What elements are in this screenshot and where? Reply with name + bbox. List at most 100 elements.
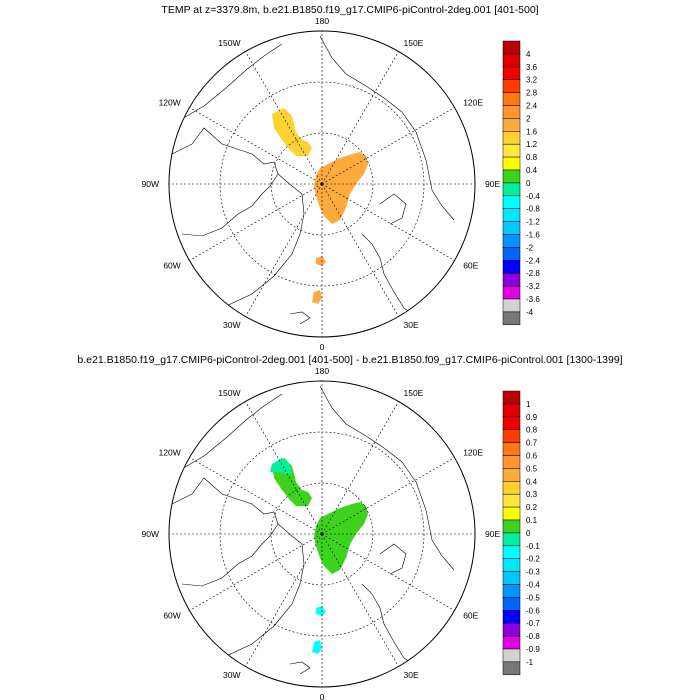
colorbar-tick-label: 0.8 <box>526 426 538 435</box>
region-fram-strait-patch <box>316 256 326 266</box>
coastline <box>319 35 455 221</box>
longitude-label: 30W <box>223 320 240 330</box>
colorbar-box <box>502 416 521 430</box>
colorbar-tick-label: -0.3 <box>526 568 540 577</box>
chart-title: TEMP at z=3379.8m, b.e21.B1850.f19_g17.C… <box>161 4 538 16</box>
longitude-label: 180 <box>315 366 329 376</box>
colorbar-tick-label: 2.8 <box>526 89 538 98</box>
colorbar-tick-label: 1 <box>526 400 531 409</box>
colorbar-box <box>502 79 521 93</box>
colorbar-tick-label: -0.7 <box>526 619 540 628</box>
colorbar-tick-label: -0.4 <box>526 192 540 201</box>
coastline <box>171 127 279 237</box>
meridian-line <box>321 457 455 535</box>
colorbar-box <box>502 311 521 326</box>
longitude-label: 90W <box>142 179 159 189</box>
colorbar-box <box>502 92 521 106</box>
meridian-line <box>245 51 323 185</box>
longitude-label: 150W <box>218 38 240 48</box>
colorbar-tick-label: 2.4 <box>526 102 538 111</box>
colorbar-tick-label: 4 <box>526 50 531 59</box>
longitude-label: 150E <box>404 38 424 48</box>
coastline <box>201 523 305 659</box>
colorbar-box <box>502 208 521 222</box>
coastline <box>289 311 311 325</box>
colorbar-tick-label: -2 <box>526 243 534 252</box>
longitude-label: 60W <box>163 611 180 621</box>
colorbar-tick-label: 0.5 <box>526 464 538 473</box>
longitude-label: 90E <box>485 179 500 189</box>
coastline <box>379 193 407 225</box>
meridian-line <box>245 533 323 667</box>
colorbar-box <box>502 610 521 624</box>
colorbar-tick-label: -1.6 <box>526 231 540 240</box>
colorbar-tick-label: -1.2 <box>526 218 540 227</box>
colorbar-tick-label: -2.8 <box>526 269 540 278</box>
bottom-polar-map-panel: b.e21.B1850.f19_g17.CMIP6-piControl-2deg… <box>77 354 622 700</box>
colorbar-box <box>502 584 521 598</box>
colorbar-box <box>502 105 521 119</box>
meridian-line <box>321 533 455 611</box>
map-boundary <box>168 380 476 688</box>
colorbar-box <box>502 558 521 572</box>
meridian-line <box>245 183 323 317</box>
coastline <box>171 477 279 587</box>
coastline <box>201 173 305 309</box>
map-interior <box>169 31 475 337</box>
colorbar-box <box>502 169 521 184</box>
longitude-label: 90W <box>142 529 159 539</box>
map-boundary <box>168 30 476 338</box>
colorbar-tick-label: -4 <box>526 308 534 317</box>
meridian-line <box>189 183 323 261</box>
colorbar-tick-label: -2.4 <box>526 256 540 265</box>
colorbar-tick-label: -3.2 <box>526 282 540 291</box>
top-polar-map-panel: TEMP at z=3379.8m, b.e21.B1850.f19_g17.C… <box>142 4 541 352</box>
colorbar-tick-label: 0.8 <box>526 153 538 162</box>
longitude-label: 120E <box>463 448 483 458</box>
colorbar-box <box>502 247 521 261</box>
colorbar-box <box>502 442 521 456</box>
colorbar-box <box>502 545 521 559</box>
coastline <box>289 661 311 675</box>
colorbar-box <box>502 66 521 80</box>
meridian-line <box>321 401 399 535</box>
colorbar-box <box>502 519 521 534</box>
colorbar-tick-label: 0.2 <box>526 503 538 512</box>
colorbar-tick-label: 0.1 <box>526 516 538 525</box>
colorbar-tick-label: -0.1 <box>526 542 540 551</box>
colorbar-tick-label: 3.2 <box>526 76 538 85</box>
latitude-circle <box>270 132 374 236</box>
coastline <box>319 385 455 571</box>
meridian-line <box>245 401 323 535</box>
colorbar-box <box>502 597 521 611</box>
colorbar-tick-label: -0.2 <box>526 555 540 564</box>
colorbar-tick-label: 3.6 <box>526 63 538 72</box>
longitude-label: 180 <box>315 16 329 26</box>
colorbar-tick-label: 1.2 <box>526 140 538 149</box>
colorbar-tick-label: 0.4 <box>526 477 538 486</box>
colorbar-box <box>502 429 521 443</box>
map-interior <box>169 381 475 687</box>
colorbar-box <box>502 532 521 547</box>
colorbar-box <box>502 635 521 650</box>
meridian-line <box>321 107 455 185</box>
colorbar-tick-label: -0.9 <box>526 645 540 654</box>
colorbar-tick-label: 0.3 <box>526 490 538 499</box>
colorbar-tick-label: 1.6 <box>526 127 538 136</box>
colorbar-box <box>502 195 521 209</box>
coastline <box>361 583 419 669</box>
meridian-line <box>189 533 323 611</box>
region-canadian-basin-tongue-tip <box>270 458 292 474</box>
colorbar-tick-label: -1 <box>526 658 534 667</box>
colorbar-box <box>502 622 521 637</box>
colorbar-box <box>502 455 521 469</box>
colorbar-box <box>502 156 521 171</box>
meridian-line <box>321 533 399 667</box>
region-greenland-sea-patch <box>312 640 322 654</box>
colorbar-box <box>502 40 521 55</box>
colorbar-tick-label: 0.4 <box>526 166 538 175</box>
longitude-label: 0 <box>320 692 325 700</box>
colorbar-box <box>502 53 521 68</box>
longitude-label: 0 <box>320 342 325 352</box>
colorbar-tick-label: 2 <box>526 114 531 123</box>
